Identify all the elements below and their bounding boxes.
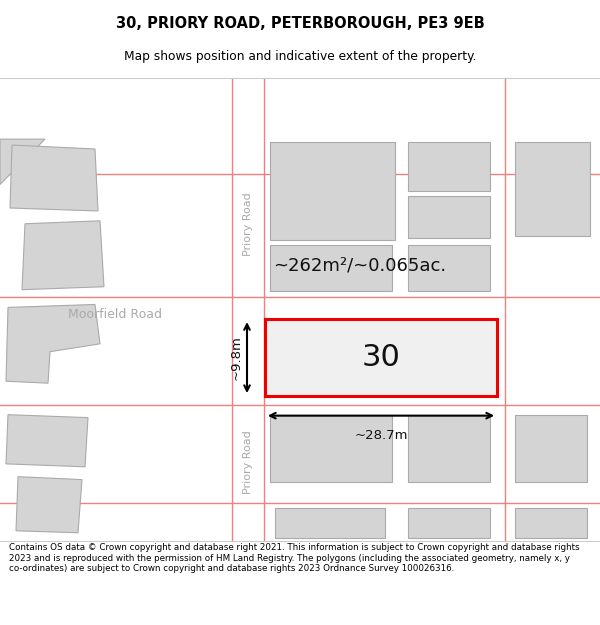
Bar [270, 246, 392, 291]
Polygon shape [16, 477, 82, 532]
Bar [232, 78, 264, 541]
Polygon shape [6, 304, 100, 383]
Text: 30: 30 [362, 343, 400, 372]
Polygon shape [0, 139, 45, 184]
Text: ~28.7m: ~28.7m [354, 429, 408, 442]
Bar [408, 414, 490, 482]
Polygon shape [6, 414, 88, 467]
Text: Priory Road: Priory Road [243, 430, 253, 494]
Polygon shape [22, 221, 104, 290]
Text: Contains OS data © Crown copyright and database right 2021. This information is : Contains OS data © Crown copyright and d… [9, 543, 580, 573]
Bar [515, 508, 587, 538]
Polygon shape [10, 145, 98, 211]
Bar [408, 246, 490, 291]
Bar [265, 319, 497, 396]
Bar [270, 142, 395, 241]
Text: Moorfield Road: Moorfield Road [68, 308, 162, 321]
Bar [408, 508, 490, 538]
Bar [275, 508, 385, 538]
Bar [408, 142, 490, 191]
Text: 30, PRIORY ROAD, PETERBOROUGH, PE3 9EB: 30, PRIORY ROAD, PETERBOROUGH, PE3 9EB [116, 16, 484, 31]
Bar [515, 414, 587, 482]
Bar [270, 414, 392, 482]
Bar [408, 196, 490, 238]
Text: Map shows position and indicative extent of the property.: Map shows position and indicative extent… [124, 50, 476, 62]
Text: Priory Road: Priory Road [243, 192, 253, 256]
Text: ~262m²/~0.065ac.: ~262m²/~0.065ac. [273, 256, 446, 274]
Bar [515, 142, 590, 236]
Text: ~9.8m: ~9.8m [229, 335, 242, 380]
